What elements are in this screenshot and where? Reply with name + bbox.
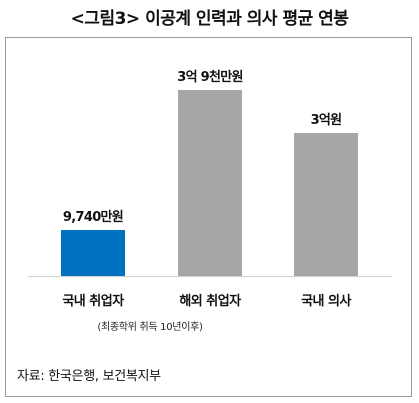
value-labels-group: 9,740만원 3억 9천만원 3억원	[63, 69, 342, 225]
bar-2	[178, 90, 242, 276]
value-label-2: 3억 9천만원	[177, 69, 243, 85]
value-label-1: 9,740만원	[63, 209, 123, 225]
category-label-2: 해외 취업자	[179, 293, 241, 309]
category-label-1: 국내 취업자	[62, 293, 124, 309]
chart-frame	[5, 37, 412, 397]
bar-1	[61, 230, 125, 276]
bar-3	[294, 133, 358, 276]
category-labels-group: 국내 취업자 해외 취업자 (최종학위 취득 10년이후) 국내 의사	[62, 293, 352, 333]
value-label-3: 3억원	[311, 113, 342, 128]
chart-title: <그림3> 이공계 인력과 의사 평균 연봉	[70, 9, 349, 29]
category-label-3: 국내 의사	[301, 293, 351, 309]
category-note-2: (최종학위 취득 10년이후)	[97, 320, 203, 333]
bars-group	[61, 90, 358, 276]
source-note: 자료: 한국은행, 보건복지부	[17, 369, 161, 384]
